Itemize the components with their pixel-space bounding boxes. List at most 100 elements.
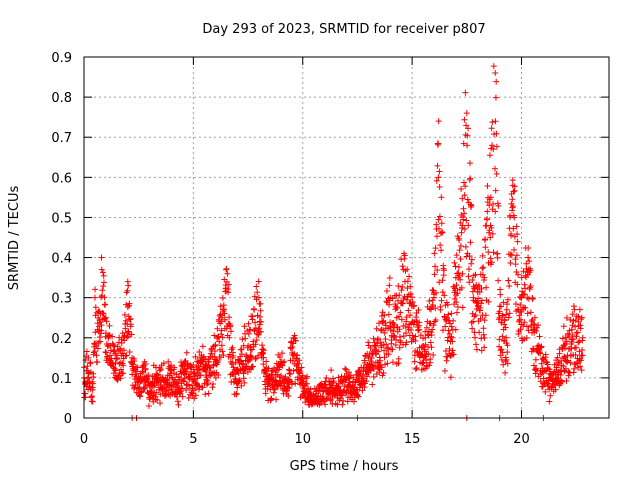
- data-point: [165, 358, 172, 365]
- data-point: [277, 358, 284, 365]
- data-point: [227, 322, 234, 329]
- data-point: [569, 335, 576, 342]
- data-point: [452, 326, 459, 333]
- data-point: [307, 386, 314, 393]
- data-point: [487, 194, 494, 201]
- data-point: [512, 261, 519, 268]
- y-tick-label: 0.9: [51, 51, 72, 66]
- data-point: [438, 297, 445, 304]
- data-point: [101, 294, 108, 301]
- data-point: [159, 374, 166, 381]
- data-point: [95, 339, 102, 346]
- data-point: [569, 331, 576, 338]
- data-point: [462, 183, 469, 190]
- data-point: [514, 306, 521, 313]
- data-point: [568, 345, 575, 352]
- data-point: [434, 267, 441, 274]
- data-point: [297, 368, 304, 375]
- data-point: [481, 334, 488, 341]
- data-point: [541, 367, 548, 374]
- data-point: [573, 333, 580, 340]
- data-point: [577, 325, 584, 332]
- data-point: [452, 263, 459, 270]
- data-point: [218, 327, 225, 334]
- data-point: [91, 348, 98, 355]
- data-point: [174, 398, 181, 405]
- data-point: [468, 260, 475, 267]
- data-point: [439, 277, 446, 284]
- data-point: [92, 286, 99, 293]
- data-point: [435, 140, 442, 147]
- data-point: [457, 242, 464, 249]
- data-point: [145, 402, 152, 409]
- data-point: [496, 314, 503, 321]
- data-point: [508, 232, 515, 239]
- data-point: [504, 360, 511, 367]
- data-point: [448, 310, 455, 317]
- data-point: [520, 268, 527, 275]
- data-point: [448, 323, 455, 330]
- data-point: [192, 353, 199, 360]
- data-point: [569, 322, 576, 329]
- data-point: [578, 314, 585, 321]
- data-point: [409, 302, 416, 309]
- data-point: [439, 289, 446, 296]
- data-point: [572, 351, 579, 358]
- data-point: [242, 335, 249, 342]
- data-point: [421, 348, 428, 355]
- data-point: [503, 356, 510, 363]
- data-point: [572, 323, 579, 330]
- data-point: [381, 312, 388, 319]
- data-point: [134, 385, 141, 392]
- data-point: [350, 398, 357, 405]
- data-point: [460, 179, 467, 186]
- data-point: [415, 326, 422, 333]
- data-point: [563, 338, 570, 345]
- data-point: [435, 225, 442, 232]
- data-point: [238, 351, 245, 358]
- data-point: [472, 312, 479, 319]
- data-point: [486, 202, 493, 209]
- data-point: [525, 254, 532, 261]
- data-point: [566, 333, 573, 340]
- data-point: [423, 324, 430, 331]
- data-point: [546, 374, 553, 381]
- data-point: [386, 282, 393, 289]
- data-point: [493, 130, 500, 137]
- data-point: [289, 357, 296, 364]
- data-point: [137, 393, 144, 400]
- data-point: [103, 318, 110, 325]
- data-point: [100, 310, 107, 317]
- data-point: [82, 394, 89, 401]
- data-point: [458, 186, 465, 193]
- data-point: [225, 281, 232, 288]
- data-point: [439, 229, 446, 236]
- data-point: [524, 310, 531, 317]
- data-point: [442, 323, 449, 330]
- data-point: [226, 314, 233, 321]
- data-point: [312, 394, 319, 401]
- data-point: [546, 398, 553, 405]
- data-point: [160, 360, 167, 367]
- data-point: [219, 334, 226, 341]
- data-point: [451, 295, 458, 302]
- data-point: [455, 264, 462, 271]
- data-point: [456, 247, 463, 254]
- data-point: [429, 301, 436, 308]
- data-point: [106, 322, 113, 329]
- data-point: [215, 372, 222, 379]
- data-point: [243, 352, 250, 359]
- data-point: [467, 175, 474, 182]
- data-point: [330, 378, 337, 385]
- data-point: [465, 222, 472, 229]
- data-point: [219, 348, 226, 355]
- data-point: [428, 344, 435, 351]
- data-point: [378, 364, 385, 371]
- data-point: [367, 345, 374, 352]
- y-tick-label: 0.8: [51, 91, 72, 106]
- data-point: [324, 394, 331, 401]
- data-point: [258, 318, 265, 325]
- data-point: [487, 234, 494, 241]
- data-point: [427, 320, 434, 327]
- data-point: [482, 312, 489, 319]
